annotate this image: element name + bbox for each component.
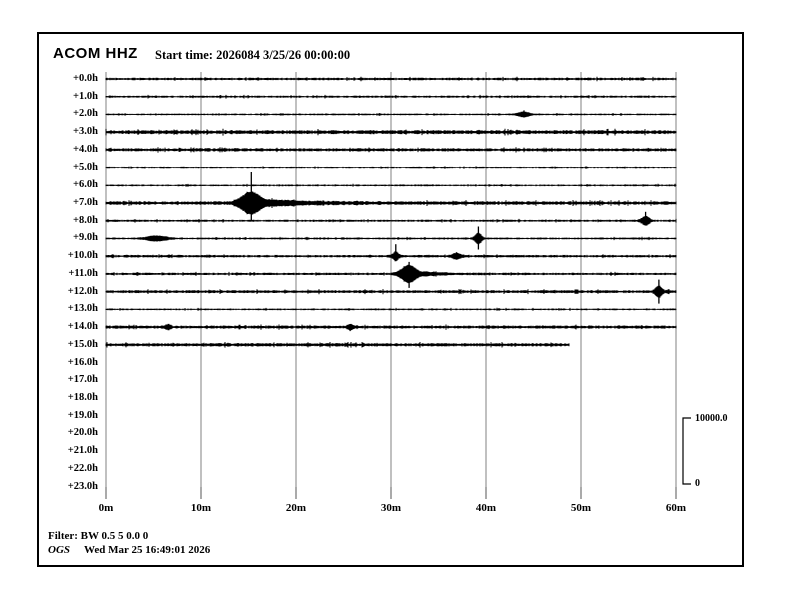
hour-label: +6.0h xyxy=(73,179,98,191)
minute-tick-label: 30m xyxy=(380,502,402,514)
hour-label: +19.0h xyxy=(67,409,98,421)
timestamp-line: OGS Wed Mar 25 16:49:01 2026 xyxy=(48,544,210,556)
minute-tick-label: 50m xyxy=(570,502,592,514)
hour-label: +11.0h xyxy=(68,267,98,279)
hour-label: +12.0h xyxy=(67,285,98,297)
scale-min-label: 0 xyxy=(695,478,700,489)
hour-label: +23.0h xyxy=(67,480,98,492)
station-channel-title: ACOM HHZ xyxy=(53,45,138,62)
scale-max-label: 10000.0 xyxy=(695,413,728,424)
hour-label: +13.0h xyxy=(67,303,98,315)
hour-label: +2.0h xyxy=(73,108,98,120)
hour-label: +9.0h xyxy=(73,232,98,244)
minute-tick-label: 20m xyxy=(285,502,307,514)
hour-label: +4.0h xyxy=(73,143,98,155)
hour-label: +22.0h xyxy=(67,462,98,474)
hour-label: +0.0h xyxy=(73,73,98,84)
minute-tick-label: 0m xyxy=(98,502,114,514)
agency-name: OGS xyxy=(48,544,71,556)
hour-label: +8.0h xyxy=(73,214,98,226)
hour-label: +14.0h xyxy=(67,321,98,333)
start-time-label: Start time: 2026084 3/25/26 00:00:00 xyxy=(155,48,351,62)
plot-border xyxy=(37,32,744,567)
minute-tick-label: 40m xyxy=(475,502,497,514)
footer: Filter: BW 0.5 5 0.0 0 OGS Wed Mar 25 16:… xyxy=(48,530,210,556)
hour-label: +17.0h xyxy=(67,374,98,386)
minute-tick-label: 60m xyxy=(665,502,687,514)
hour-label: +3.0h xyxy=(73,126,98,138)
filter-info: Filter: BW 0.5 5 0.0 0 xyxy=(48,530,149,542)
hour-label: +16.0h xyxy=(67,356,98,368)
hour-label: +10.0h xyxy=(67,250,98,262)
hour-label: +5.0h xyxy=(73,161,98,173)
hour-label: +20.0h xyxy=(67,427,98,439)
hour-label: +15.0h xyxy=(67,338,98,350)
hour-label: +7.0h xyxy=(73,197,98,209)
generated-timestamp: Wed Mar 25 16:49:01 2026 xyxy=(84,544,211,556)
hour-label: +1.0h xyxy=(73,90,98,102)
hour-label: +21.0h xyxy=(67,445,98,457)
hour-label: +18.0h xyxy=(67,391,98,403)
minute-tick-label: 10m xyxy=(190,502,212,514)
